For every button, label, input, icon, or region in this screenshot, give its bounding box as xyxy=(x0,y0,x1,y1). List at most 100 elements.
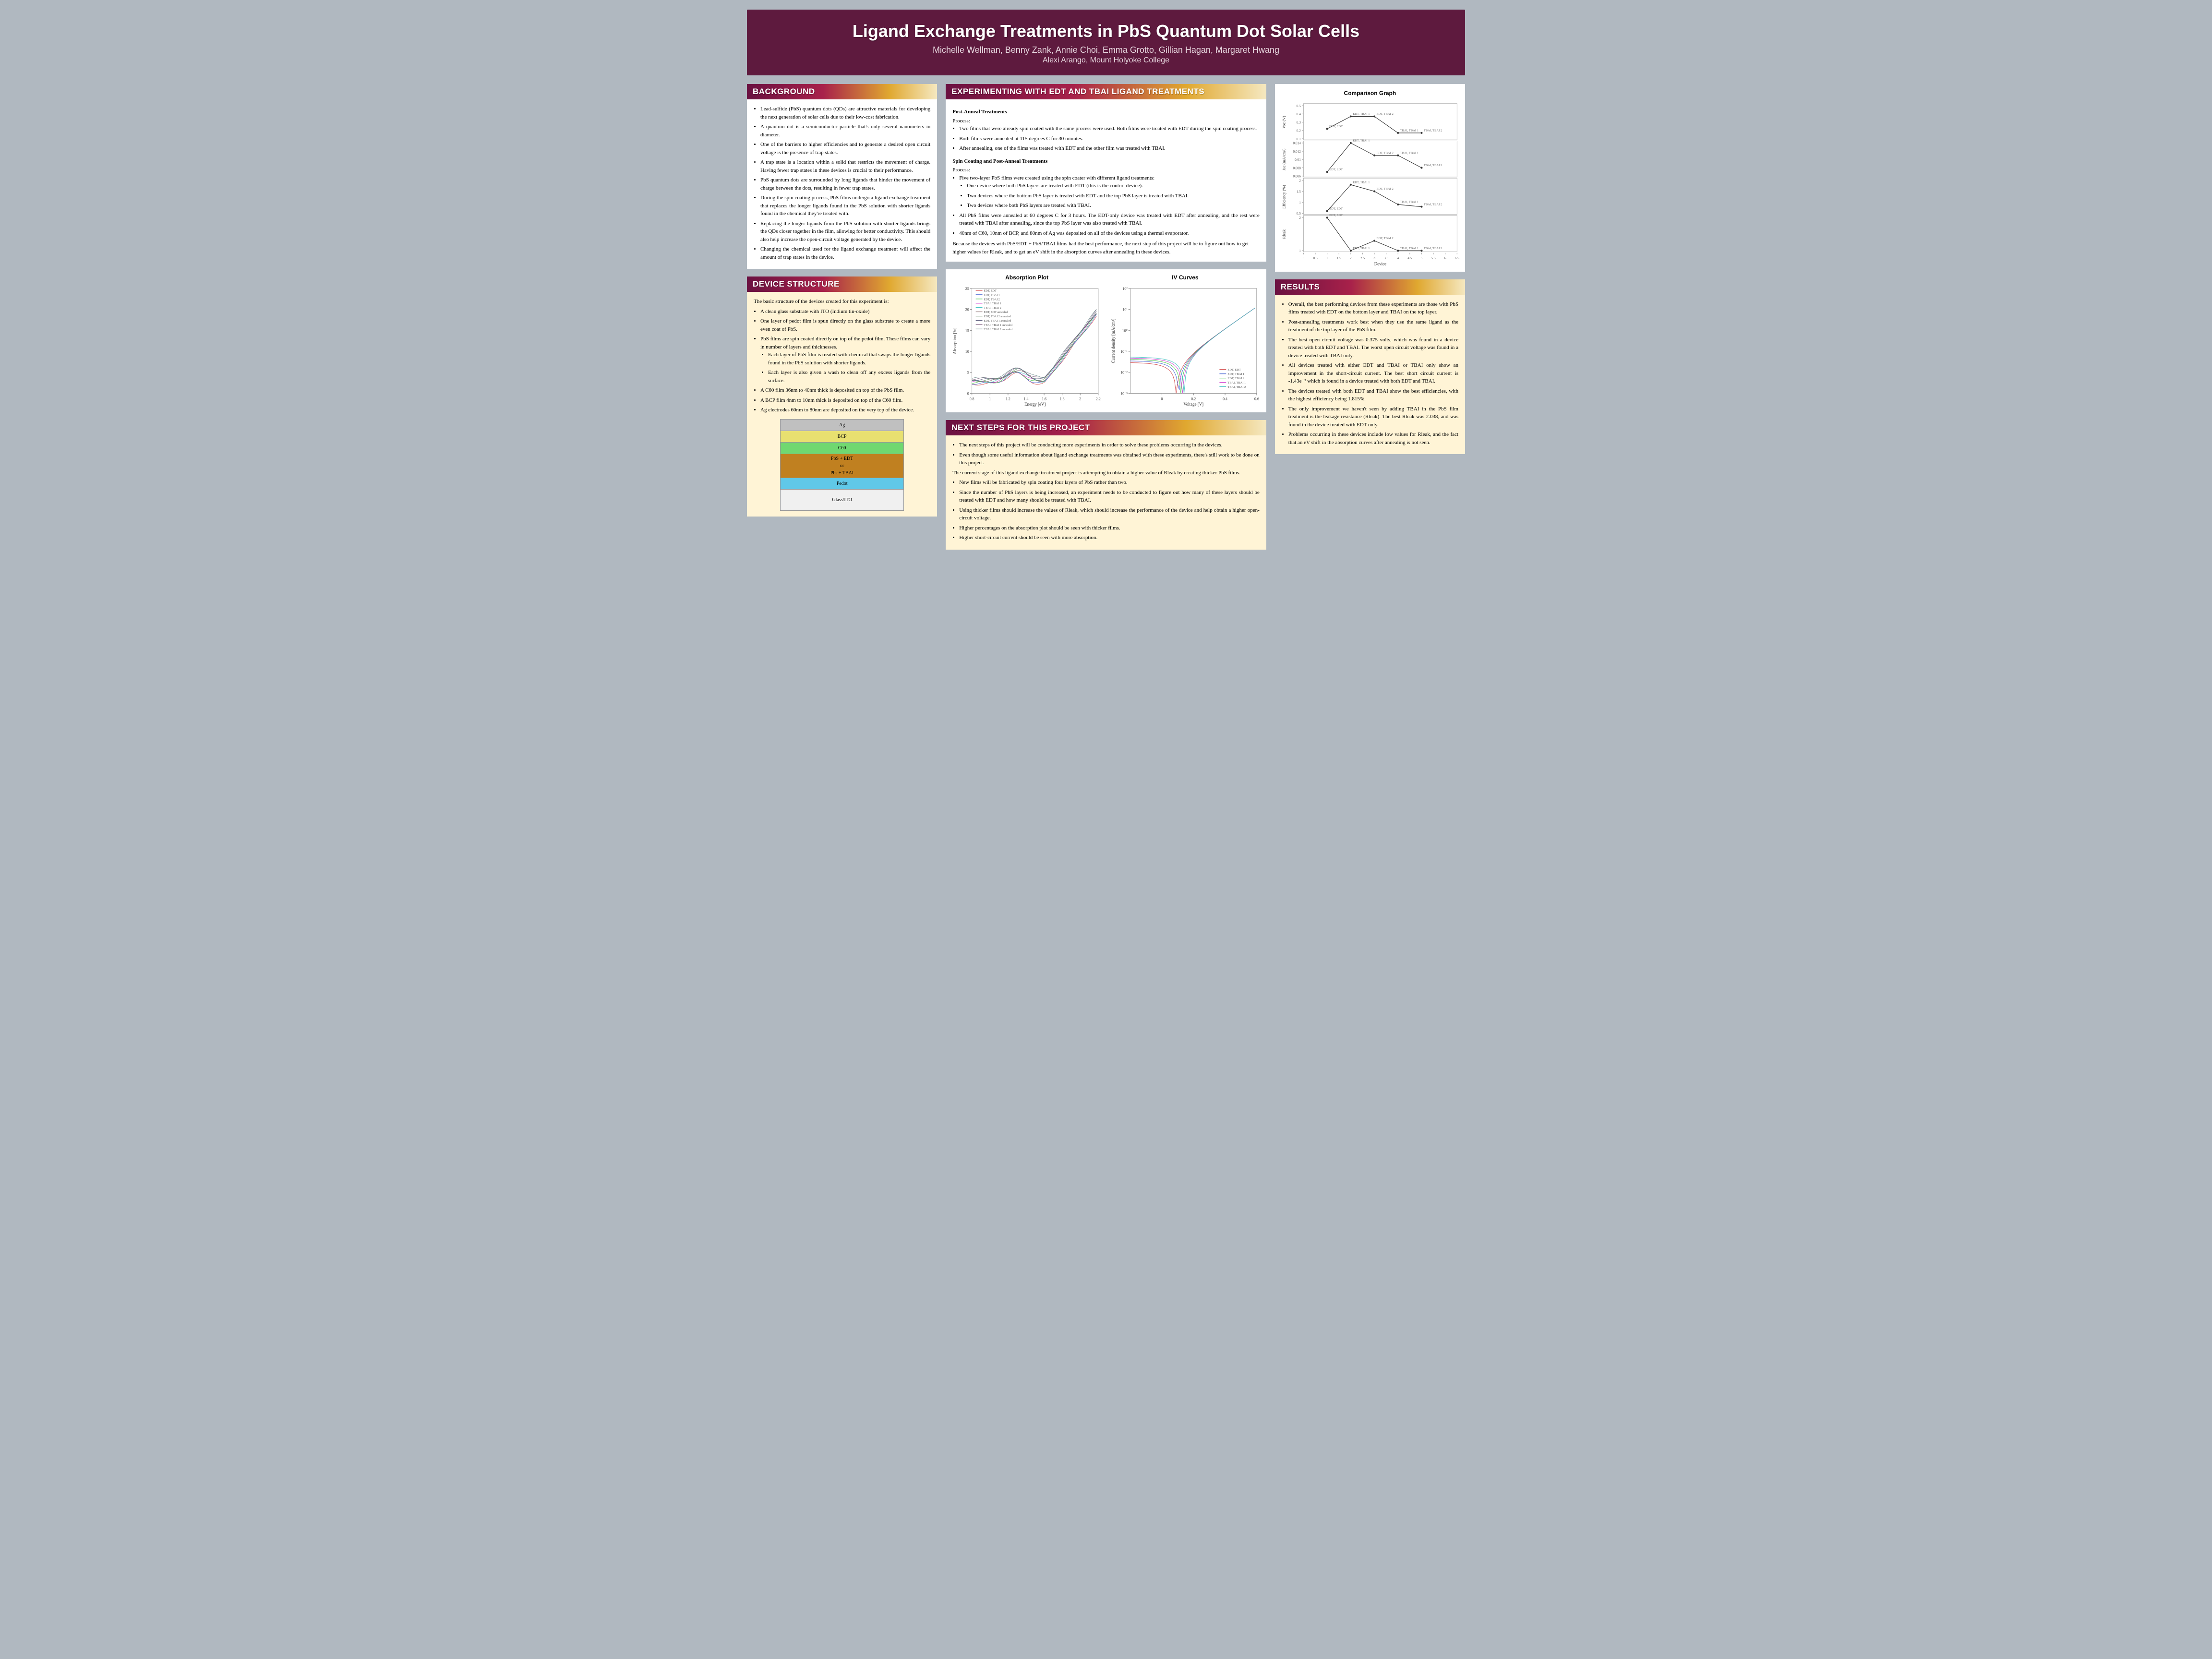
svg-text:2: 2 xyxy=(1079,397,1081,401)
svg-text:0.4: 0.4 xyxy=(1223,397,1227,401)
svg-text:0: 0 xyxy=(1302,256,1304,260)
svg-text:EDT, EDT: EDT, EDT xyxy=(1227,368,1241,372)
svg-text:1.5: 1.5 xyxy=(1336,256,1341,260)
svg-text:0.2: 0.2 xyxy=(1191,397,1196,401)
list-item: A C60 film 36nm to 40nm thick is deposit… xyxy=(760,386,930,395)
left-column: BACKGROUND Lead-sulfide (PbS) quantum do… xyxy=(747,84,937,550)
comparison-chart-panel: Comparison Graph 0.10.20.30.40.5Voc (V)E… xyxy=(1275,84,1465,272)
svg-text:EDT, EDT: EDT, EDT xyxy=(1329,214,1343,217)
svg-text:EDT, TBAI 1: EDT, TBAI 1 xyxy=(1353,247,1370,250)
list-item: The only improvement we haven't seen by … xyxy=(1288,405,1458,429)
list-item: The devices treated with both EDT and TB… xyxy=(1288,387,1458,403)
svg-text:6: 6 xyxy=(1444,256,1446,260)
list-item: One device where both PbS layers are tre… xyxy=(967,182,1260,190)
affiliation-line: Alexi Arango, Mount Holyoke College xyxy=(757,56,1455,65)
svg-text:TBAI, TBAI 2: TBAI, TBAI 2 xyxy=(1424,164,1442,167)
svg-text:EDT, TBAI 2: EDT, TBAI 2 xyxy=(1376,151,1393,155)
background-section: BACKGROUND Lead-sulfide (PbS) quantum do… xyxy=(747,84,937,269)
next-steps-panel: The next steps of this project will be c… xyxy=(946,435,1266,550)
svg-text:1.4: 1.4 xyxy=(1024,397,1029,401)
absorption-title: Absorption Plot xyxy=(950,274,1103,281)
device-structure-panel: The basic structure of the devices creat… xyxy=(747,292,937,517)
svg-text:3: 3 xyxy=(1373,256,1375,260)
list-item: Higher short-circuit current should be s… xyxy=(959,534,1260,542)
list-item: The best open circuit voltage was 0.375 … xyxy=(1288,336,1458,360)
svg-text:1.6: 1.6 xyxy=(1042,397,1046,401)
svg-text:15: 15 xyxy=(965,328,969,333)
list-item: During the spin coating process, PbS fil… xyxy=(760,194,930,218)
svg-text:0.01: 0.01 xyxy=(1295,158,1301,162)
svg-text:TBAI, TBAI 2: TBAI, TBAI 2 xyxy=(1424,247,1442,250)
svg-text:5.5: 5.5 xyxy=(1431,256,1435,260)
svg-text:EDT, EDT: EDT, EDT xyxy=(984,289,997,292)
svg-text:2: 2 xyxy=(1350,256,1352,260)
list-item: Using thicker films should increase the … xyxy=(959,506,1260,522)
post-anneal-subhead: Post-Anneal Treatments xyxy=(952,108,1260,116)
svg-text:0.1: 0.1 xyxy=(1297,137,1301,141)
svg-text:5: 5 xyxy=(967,371,969,375)
svg-text:2.5: 2.5 xyxy=(1360,256,1365,260)
background-heading: BACKGROUND xyxy=(747,84,937,99)
list-item: Five two-layer PbS films were created us… xyxy=(959,174,1260,210)
list-item: PbS quantum dots are surrounded by long … xyxy=(760,176,930,192)
list-item: Since the number of PbS layers is being … xyxy=(959,489,1260,505)
svg-text:0.2: 0.2 xyxy=(1297,129,1301,133)
svg-text:10⁻²: 10⁻² xyxy=(1120,371,1128,375)
comparison-title: Comparison Graph xyxy=(1279,89,1461,97)
absorption-chart: 0.811.21.41.61.822.20510152025Energy [eV… xyxy=(950,284,1103,408)
svg-text:TBAI, TBAI 1: TBAI, TBAI 1 xyxy=(1400,201,1418,204)
svg-text:0: 0 xyxy=(967,391,969,396)
list-item: A BCP film 4nm to 10nm thick is deposite… xyxy=(760,397,930,405)
svg-text:0.8: 0.8 xyxy=(970,397,974,401)
svg-text:EDT, TBAI 1: EDT, TBAI 1 xyxy=(1353,112,1370,116)
proc1-label: Process: xyxy=(952,117,1260,125)
svg-text:10⁻³: 10⁻³ xyxy=(1120,391,1128,396)
svg-text:EDT, TBAI 2: EDT, TBAI 2 xyxy=(1227,377,1244,380)
list-item: PbS films are spin coated directly on to… xyxy=(760,335,930,385)
svg-text:EDT, TBAI 2 annealed: EDT, TBAI 2 annealed xyxy=(984,315,1011,318)
svg-text:EDT, EDT: EDT, EDT xyxy=(1329,207,1343,210)
list-item: The next steps of this project will be c… xyxy=(959,441,1260,449)
authors-line: Michelle Wellman, Benny Zank, Annie Choi… xyxy=(757,45,1455,55)
svg-text:0: 0 xyxy=(1161,397,1163,401)
device-structure-heading: DEVICE STRUCTURE xyxy=(747,276,937,292)
svg-text:TBAI, TBAI 1: TBAI, TBAI 1 xyxy=(1400,129,1418,132)
experimenting-section: EXPERIMENTING WITH EDT AND TBAI LIGAND T… xyxy=(946,84,1266,262)
svg-text:2.2: 2.2 xyxy=(1096,397,1101,401)
background-list: Lead-sulfide (PbS) quantum dots (QDs) ar… xyxy=(754,105,930,261)
list-item: After annealing, one of the films was tr… xyxy=(959,144,1260,153)
svg-text:EDT, TBAI 2: EDT, TBAI 2 xyxy=(1376,187,1393,191)
svg-text:10²: 10² xyxy=(1122,287,1128,291)
svg-text:10⁻¹: 10⁻¹ xyxy=(1120,349,1128,354)
device-stack-diagram: AgBCPC60PbS + EDT or Pbs + TBAIPedotGlas… xyxy=(780,419,904,511)
proc2-label: Process: xyxy=(952,166,1260,174)
svg-text:20: 20 xyxy=(965,308,969,312)
background-panel: Lead-sulfide (PbS) quantum dots (QDs) ar… xyxy=(747,99,937,269)
results-heading: RESULTS xyxy=(1275,279,1465,295)
charts-row: Absorption Plot 0.811.21.41.61.822.20510… xyxy=(946,269,1266,412)
svg-text:EDT, TBAI 2: EDT, TBAI 2 xyxy=(1376,112,1393,116)
iv-chart-box: IV Curves 00.20.40.610⁻³10⁻²10⁻¹10⁰10¹10… xyxy=(1109,274,1262,408)
svg-text:6.5: 6.5 xyxy=(1455,256,1459,260)
columns-container: BACKGROUND Lead-sulfide (PbS) quantum do… xyxy=(747,84,1465,550)
proc2-list: Five two-layer PbS films were created us… xyxy=(952,174,1260,238)
list-item: All devices treated with either EDT and … xyxy=(1288,361,1458,385)
svg-text:TBAI, TBAI 1: TBAI, TBAI 1 xyxy=(984,302,1001,305)
svg-text:EDT, EDT annealed: EDT, EDT annealed xyxy=(984,311,1008,314)
svg-text:0.014: 0.014 xyxy=(1293,142,1301,145)
svg-text:0.008: 0.008 xyxy=(1293,166,1301,170)
results-list: Overall, the best performing devices fro… xyxy=(1282,301,1458,447)
device-layer: Ag xyxy=(781,420,903,431)
proc1-list: Two films that were already spin coated … xyxy=(952,125,1260,153)
svg-text:TBAI, TBAI 1: TBAI, TBAI 1 xyxy=(1400,151,1418,155)
svg-text:EDT, TBAI 1: EDT, TBAI 1 xyxy=(984,294,1000,297)
experimenting-conclusion: Because the devices with PbS/EDT + PbS/T… xyxy=(952,240,1260,256)
svg-text:4: 4 xyxy=(1397,256,1399,260)
svg-text:Efficiency (%): Efficiency (%) xyxy=(1282,185,1286,209)
poster-title: Ligand Exchange Treatments in PbS Quantu… xyxy=(757,21,1455,41)
list-item: Two films that were already spin coated … xyxy=(959,125,1260,133)
svg-text:0.012: 0.012 xyxy=(1293,150,1301,154)
list-item: New films will be fabricated by spin coa… xyxy=(959,479,1260,487)
spin-coating-subhead: Spin Coating and Post-Anneal Treatments xyxy=(952,157,1260,166)
svg-text:EDT, EDT: EDT, EDT xyxy=(1329,168,1343,171)
